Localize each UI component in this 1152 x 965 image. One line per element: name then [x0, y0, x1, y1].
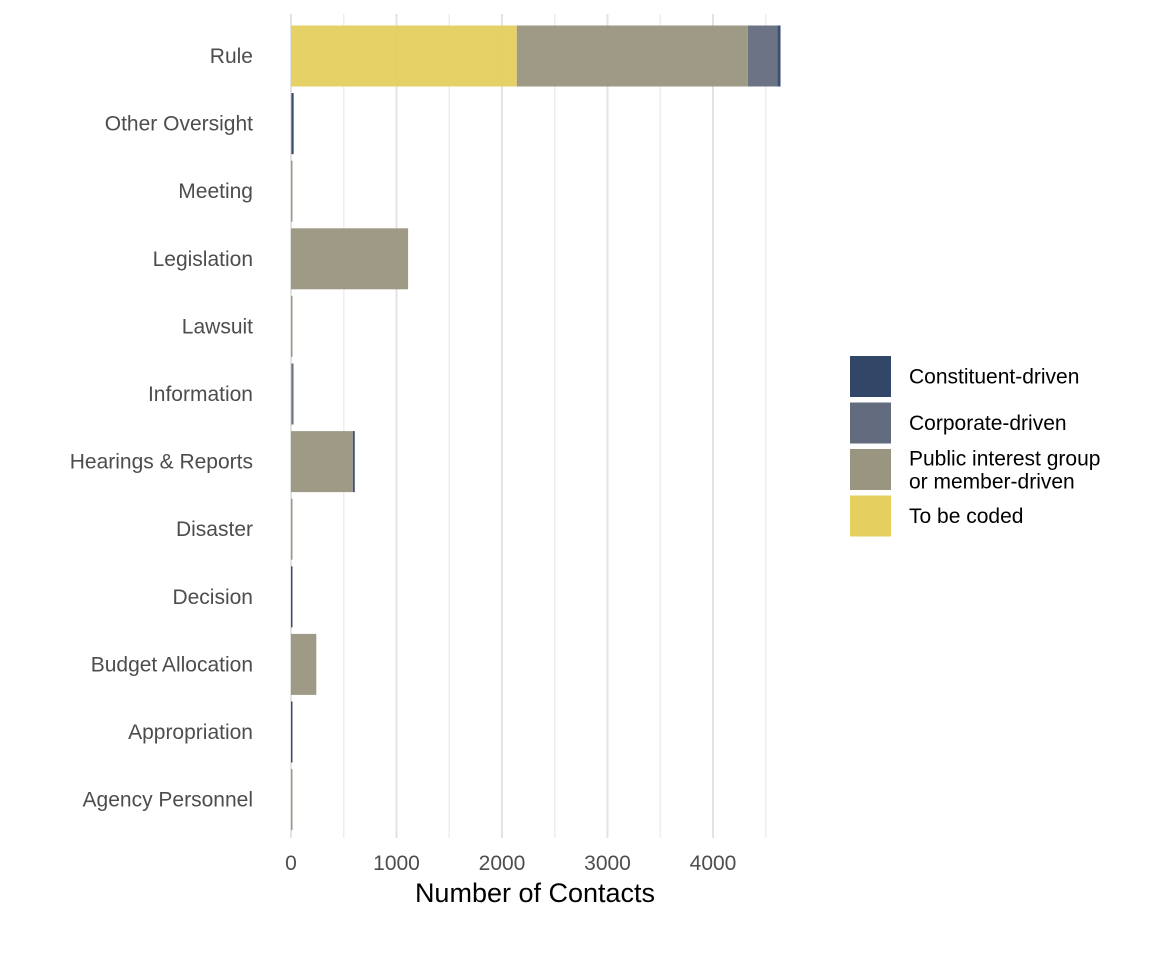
category-label: Agency Personnel [83, 789, 253, 812]
legend: Constituent-driven Corporate-driven Public… [850, 356, 1100, 537]
x-tick-label: 1000 [373, 852, 420, 875]
category-label: Information [148, 383, 253, 406]
category-label: Hearings & Reports [70, 451, 253, 474]
bar-segment [291, 769, 293, 831]
x-tick-label: 4000 [690, 852, 737, 875]
category-label: Meeting [178, 180, 253, 203]
category-label: Budget Allocation [91, 653, 253, 676]
category-label: Decision [172, 586, 253, 609]
x-tick-label: 3000 [584, 852, 631, 875]
bar-segment [747, 25, 778, 87]
category-labels: Rule Other Oversight Meeting Legislation Law… [70, 45, 253, 812]
bar-segment [291, 25, 517, 87]
category-label: Lawsuit [182, 315, 253, 338]
x-tick-label: 0 [285, 852, 297, 875]
legend-swatch [850, 356, 891, 397]
bar-segment [292, 93, 294, 155]
legend-label: Public interest group or member-driven [909, 448, 1100, 494]
category-label: Appropriation [128, 721, 253, 744]
bar-segment [291, 228, 409, 290]
bar-segment [291, 633, 317, 695]
bar-segment [291, 701, 293, 763]
bar-segment [353, 431, 355, 493]
bar-segment [292, 363, 294, 425]
x-tick-labels: 0 1000 2000 3000 4000 [285, 852, 736, 875]
category-label: Legislation [153, 248, 253, 271]
legend-label: To be coded [909, 505, 1023, 528]
legend-label: Corporate-driven [909, 412, 1067, 435]
bar-segment [291, 566, 293, 628]
legend-label: Constituent-driven [909, 366, 1079, 389]
bars [291, 25, 781, 831]
x-axis-title: Number of Contacts [415, 878, 655, 908]
legend-swatch [850, 495, 891, 537]
bar-segment [291, 295, 293, 357]
legend-swatch [850, 402, 891, 444]
bar-segment [516, 25, 748, 87]
grid-lines [290, 14, 767, 838]
bar-segment [291, 431, 353, 493]
category-label: Other Oversight [105, 113, 253, 136]
bar-segment [777, 25, 781, 87]
legend-swatch [850, 449, 891, 490]
bar-segment [291, 363, 293, 425]
category-label: Disaster [176, 518, 253, 541]
category-label: Rule [210, 45, 253, 68]
bar-segment [291, 160, 293, 222]
bar-segment [291, 498, 293, 560]
x-tick-label: 2000 [479, 852, 526, 875]
